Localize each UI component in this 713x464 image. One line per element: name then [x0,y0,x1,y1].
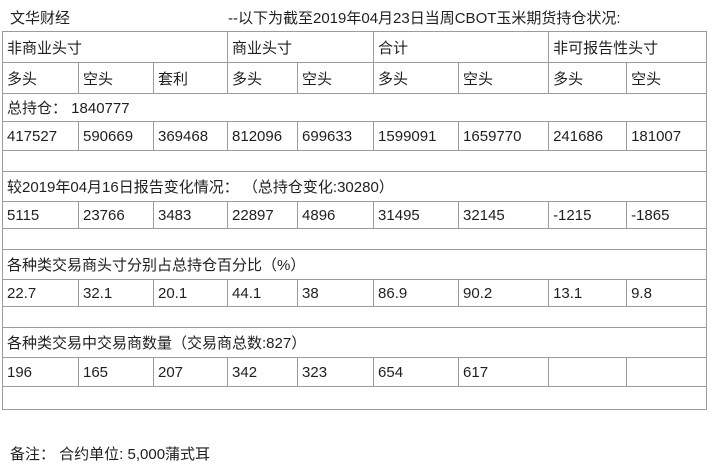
total-open-interest-label: 总持仓： 1840777 [1,93,708,122]
total-open-interest-row: 总持仓： 1840777 [1,93,708,122]
change-cell: -1215 [548,201,628,229]
spacer-cell [1,228,708,250]
sub-header-short: 空头 [78,62,154,94]
percent-label: 各种类交易商头寸分别占总持仓百分比（%） [1,249,708,280]
change-label-row: 较2019年04月16日报告变化情况： （总持仓变化:30280） [1,171,708,202]
change-cell: 31495 [373,201,460,229]
trader-count-cell: 342 [227,357,299,387]
spacer-row [1,228,708,250]
sub-header-long: 多头 [373,62,460,94]
sub-header-row: 多头 空头 套利 多头 空头 多头 空头 多头 空头 [2,62,708,94]
footnote: 备注： 合约单位: 5,000蒲式耳 [10,446,211,463]
change-cell: 32145 [458,201,550,229]
brand-label: 文华财经 [10,10,71,27]
percent-cell: 38 [297,279,375,307]
change-label: 较2019年04月16日报告变化情况： （总持仓变化:30280） [1,171,708,202]
percent-label-row: 各种类交易商头寸分别占总持仓百分比（%） [1,249,708,280]
change-cell: 3483 [152,201,229,229]
group-header-commercial: 商业头寸 [227,31,375,63]
group-header-total: 合计 [373,31,550,63]
trader-label-row: 各种类交易中交易商数量（交易商总数:827） [1,327,708,358]
sub-header-short: 空头 [626,62,708,94]
percent-cell: 44.1 [227,279,299,307]
position-cell: 699633 [297,121,375,151]
report-title: --以下为截至2019年04月23日当周CBOT玉米期货持仓状况: [228,10,621,27]
trader-label: 各种类交易中交易商数量（交易商总数:827） [1,327,708,358]
percent-cell: 9.8 [626,279,708,307]
percent-cell: 20.1 [152,279,229,307]
trader-count-cell: 654 [373,357,460,387]
titlebar: 文华财经 --以下为截至2019年04月23日当周CBOT玉米期货持仓状况: [0,0,713,31]
positions-row: 417527 590669 369468 812096 699633 15990… [2,121,708,151]
sub-header-long: 多头 [548,62,628,94]
percent-cell: 13.1 [548,279,628,307]
percent-cell: 86.9 [373,279,460,307]
position-cell: 181007 [626,121,708,151]
percent-cell: 22.7 [2,279,79,307]
change-cell: 23766 [78,201,154,229]
spacer-cell [1,306,708,328]
sub-header-long: 多头 [227,62,299,94]
sub-header-short: 空头 [297,62,375,94]
trader-count-cell [626,357,708,387]
trader-count-cell: 196 [2,357,79,387]
trader-count-cell: 617 [458,357,550,387]
trader-count-cell: 323 [297,357,375,387]
traders-row: 196 165 207 342 323 654 617 [2,357,708,387]
group-header-nonreportable: 非可报告性头寸 [548,31,708,63]
change-cell: 22897 [227,201,299,229]
sub-header-spread: 套利 [152,62,229,94]
spacer-row [1,150,708,172]
group-header-row: 非商业头寸 商业头寸 合计 非可报告性头寸 [1,31,708,63]
group-header-noncommercial: 非商业头寸 [1,31,229,63]
trader-count-cell: 165 [78,357,154,387]
spacer-row [1,306,708,328]
percent-cell: 90.2 [458,279,550,307]
change-cell: 5115 [2,201,79,229]
percents-row: 22.7 32.1 20.1 44.1 38 86.9 90.2 13.1 9.… [2,279,708,307]
spacer-cell [1,150,708,172]
position-cell: 369468 [152,121,229,151]
trader-count-cell: 207 [152,357,229,387]
position-cell: 417527 [2,121,79,151]
position-cell: 590669 [78,121,154,151]
spacer-cell [1,386,708,410]
spacer-row [1,386,708,410]
sub-header-long: 多头 [2,62,79,94]
trader-count-cell [548,357,628,387]
position-cell: 1659770 [458,121,550,151]
positions-table: 非商业头寸 商业头寸 合计 非可报告性头寸 多头 空头 套利 多头 空头 多头 … [1,31,708,410]
changes-row: 5115 23766 3483 22897 4896 31495 32145 -… [2,201,708,229]
position-cell: 1599091 [373,121,460,151]
position-cell: 241686 [548,121,628,151]
position-cell: 812096 [227,121,299,151]
change-cell: 4896 [297,201,375,229]
sub-header-short: 空头 [458,62,550,94]
percent-cell: 32.1 [78,279,154,307]
change-cell: -1865 [626,201,708,229]
